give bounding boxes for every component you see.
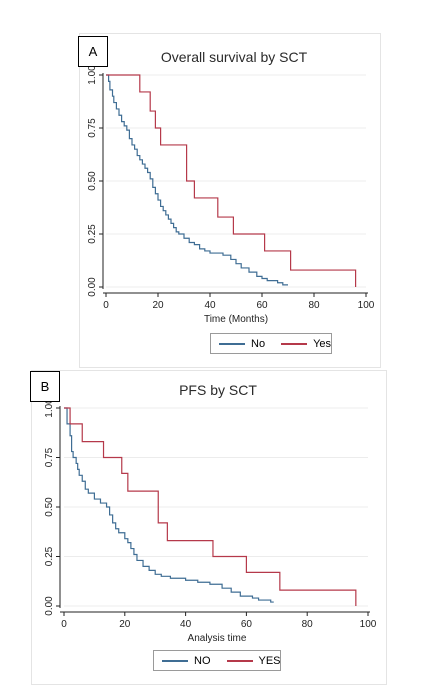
- legend-a: No Yes: [210, 333, 332, 354]
- b-ytick-label-4: 1.00: [44, 398, 55, 418]
- a-series-line-1: [106, 74, 357, 287]
- a-xtick-label-0: 0: [103, 300, 109, 311]
- legend-label-b-0: NO: [194, 654, 211, 667]
- legend-item-b-0: NO: [162, 655, 211, 667]
- panel-label-b: B: [30, 371, 60, 402]
- legend-swatch-a-0: [219, 342, 245, 345]
- a-series-line-0: [106, 74, 288, 286]
- b-series-line-1: [64, 407, 357, 606]
- legend-swatch-b-1: [226, 659, 253, 662]
- legend-item-a-1: Yes: [281, 338, 331, 350]
- legend-b: NO YES: [153, 650, 281, 671]
- panel-label-a: A: [78, 36, 108, 67]
- b-xtick-label-3: 60: [241, 619, 253, 630]
- a-ytick-label-1: 0.25: [87, 224, 98, 244]
- b-ytick-label-2: 0.50: [44, 497, 55, 517]
- b-series-line-0: [64, 407, 274, 603]
- legend-label-b-1: YES: [258, 654, 281, 667]
- b-title: PFS by SCT: [179, 382, 257, 398]
- legend-swatch-a-1: [281, 342, 308, 345]
- a-xtick-label-4: 80: [308, 300, 320, 311]
- a-title: Overall survival by SCT: [161, 49, 308, 65]
- b-ytick-label-0: 0.00: [44, 596, 55, 616]
- legend-swatch-b-0: [162, 659, 188, 662]
- a-ytick-label-0: 0.00: [87, 277, 98, 297]
- panel-a: 0.00 0.25 0.50 0.75 1.00 0 20 40 60 80 100 Overall …: [78, 33, 381, 368]
- a-xtick-label-5: 100: [358, 300, 375, 311]
- b-xtick-label-4: 80: [302, 619, 314, 630]
- legend-item-b-1: YES: [226, 654, 281, 667]
- b-xtick-label-2: 40: [180, 619, 192, 630]
- a-xtick-label-2: 40: [204, 300, 216, 311]
- panel-b: 0.00 0.25 0.50 0.75 1.00 0 20 40 60 80 100 PFS by S…: [30, 370, 387, 685]
- a-xtick-label-1: 20: [152, 300, 164, 311]
- a-xtick-label-3: 60: [256, 300, 268, 311]
- a-x-axis-label: Time (Months): [204, 314, 268, 325]
- b-xtick-label-0: 0: [61, 619, 67, 630]
- a-ytick-label-2: 0.50: [87, 171, 98, 191]
- b-x-axis-label: Analysis time: [188, 633, 247, 644]
- legend-label-a-1: Yes: [313, 337, 332, 350]
- km-chart-b: 0.00 0.25 0.50 0.75 1.00 0 20 40 60 80 100 PFS by S…: [44, 382, 377, 644]
- b-ytick-label-3: 0.75: [44, 447, 55, 467]
- a-ytick-label-3: 0.75: [87, 118, 98, 138]
- km-chart-a: 0.00 0.25 0.50 0.75 1.00 0 20 40 60 80 100 Overall …: [87, 49, 375, 325]
- b-xtick-label-5: 100: [360, 619, 377, 630]
- b-ytick-label-1: 0.25: [44, 546, 55, 566]
- legend-label-a-0: No: [251, 337, 266, 350]
- a-ytick-label-4: 1.00: [87, 65, 98, 85]
- legend-item-a-0: No: [219, 338, 265, 350]
- b-xtick-label-1: 20: [119, 619, 131, 630]
